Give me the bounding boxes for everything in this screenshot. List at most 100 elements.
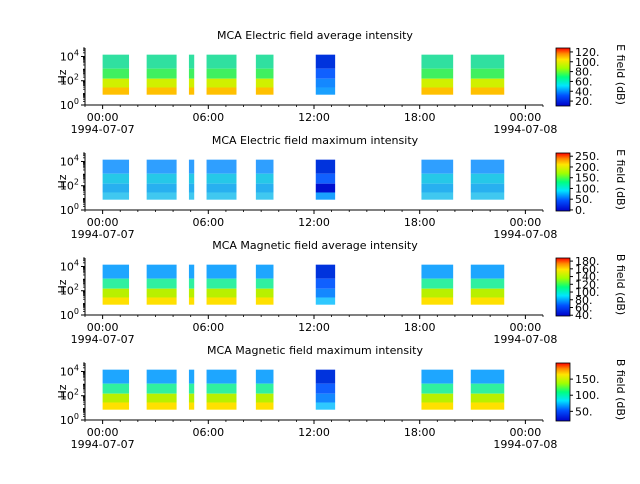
spectrum-band-mid [255, 383, 274, 394]
x-tick-label: 06:00 [192, 321, 224, 334]
spectrum-band-low [470, 78, 505, 88]
spectrum-band-mid [255, 173, 274, 184]
y-tick-exponent: 2 [74, 178, 79, 187]
colorbar [555, 257, 571, 317]
spectrum-band-high [206, 369, 237, 384]
x-tick-label: 06:00 [192, 216, 224, 229]
colorbar-tick-label: 50. [575, 405, 593, 418]
spectrum-band-bottom [255, 87, 274, 95]
data-block [421, 264, 454, 305]
spectrum-band-bottom [421, 192, 454, 200]
data-block [146, 54, 177, 95]
spectrum-band-low [255, 183, 274, 193]
colorbar-tick-label: 60. [575, 301, 593, 314]
y-tick-label: 100 [60, 307, 79, 322]
colorbar-label: E field (dB) [614, 44, 627, 105]
spectrum-band-low [206, 393, 237, 403]
spectrum-band-mid [470, 68, 505, 79]
spectrum-band-mid [470, 173, 505, 184]
spectrum-band-high [146, 264, 177, 279]
y-tick-exponent: 2 [74, 73, 79, 82]
data-block [255, 264, 274, 305]
colorbar-tick-label: 150. [575, 172, 600, 185]
spectrum-band-high [470, 369, 505, 384]
spectrum-band-mid [206, 173, 237, 184]
spectrum-band-low [188, 393, 195, 403]
y-tick-exponent: 0 [74, 307, 79, 316]
data-block [470, 264, 505, 305]
spectrum-band-bottom [146, 297, 177, 305]
x-tick-label: 00:00 [87, 426, 119, 439]
spectrum-band-low [146, 183, 177, 193]
x-tick-date-label: 1994-07-07 [71, 123, 135, 136]
spectrum-band-high [315, 159, 336, 174]
spectrum-band-high [102, 159, 130, 174]
colorbar-tick-label: 150. [575, 373, 600, 386]
spectrum-band-high [315, 54, 336, 69]
spectrum-band-low [421, 183, 454, 193]
spectrum-band-mid [146, 173, 177, 184]
colorbar-tick-label: 60. [575, 75, 593, 88]
y-tick-label: 102 [60, 283, 79, 298]
data-block [102, 54, 130, 95]
y-tick-exponent: 4 [74, 48, 79, 57]
colorbar [555, 362, 571, 422]
colorbar-tick-label: 100. [575, 56, 600, 69]
colorbar-tick-label: 40. [575, 85, 593, 98]
data-block [206, 264, 237, 305]
data-block [255, 54, 274, 95]
spectrum-band-low [102, 288, 130, 298]
colorbar-tick-label: 120. [575, 46, 600, 59]
spectrum-band-mid [255, 278, 274, 289]
data-block [315, 369, 336, 410]
spectrum-band-bottom [102, 297, 130, 305]
y-axis-label: Hz [56, 174, 69, 188]
data-block [470, 369, 505, 410]
colorbar-tick-label: 250. [575, 150, 600, 163]
colorbar-tick-label: 80. [575, 294, 593, 307]
data-block [188, 369, 195, 410]
colorbar-tick-label: 180. [575, 255, 600, 268]
y-tick-label: 100 [60, 202, 79, 217]
y-tick-exponent: 0 [74, 412, 79, 421]
spectrum-band-bottom [146, 402, 177, 410]
spectrum-band-high [470, 54, 505, 69]
spectrum-band-mid [188, 173, 195, 184]
panel-1: MCA Electric field average intensityHz10… [56, 29, 627, 136]
x-tick-label: 00:00 [87, 111, 119, 124]
spectrum-band-low [315, 78, 336, 88]
spectrum-band-high [255, 54, 274, 69]
y-tick-exponent: 2 [74, 283, 79, 292]
spectrum-band-low [421, 393, 454, 403]
panel-3: MCA Magnetic field average intensityHz10… [56, 239, 627, 346]
spectrum-band-high [206, 264, 237, 279]
y-tick-exponent: 4 [74, 258, 79, 267]
panel-title: MCA Electric field average intensity [217, 29, 413, 42]
data-block [206, 159, 237, 200]
spectrum-band-bottom [102, 402, 130, 410]
x-tick-label: 12:00 [298, 321, 330, 334]
spectrum-band-mid [315, 383, 336, 394]
colorbar-tick-label: 160. [575, 263, 600, 276]
spectrum-band-high [421, 369, 454, 384]
spectrum-band-low [102, 78, 130, 88]
data-block [315, 264, 336, 305]
spectrum-band-low [206, 183, 237, 193]
x-tick-label: 00:00 [510, 216, 542, 229]
spectrum-band-mid [315, 173, 336, 184]
data-block [421, 369, 454, 410]
x-tick-date-label: 1994-07-07 [71, 333, 135, 346]
y-tick-label: 104 [60, 363, 79, 378]
spectrum-band-low [146, 288, 177, 298]
spectrum-band-bottom [470, 192, 505, 200]
spectrum-band-bottom [470, 297, 505, 305]
spectrum-band-bottom [102, 87, 130, 95]
spectrum-band-low [315, 183, 336, 193]
y-tick-label: 102 [60, 388, 79, 403]
x-tick-label: 00:00 [510, 321, 542, 334]
spectrum-band-mid [315, 278, 336, 289]
spectrum-band-bottom [188, 192, 195, 200]
spectrum-band-bottom [421, 402, 454, 410]
colorbar-label: B field (dB) [614, 359, 627, 420]
spectrum-band-low [315, 288, 336, 298]
